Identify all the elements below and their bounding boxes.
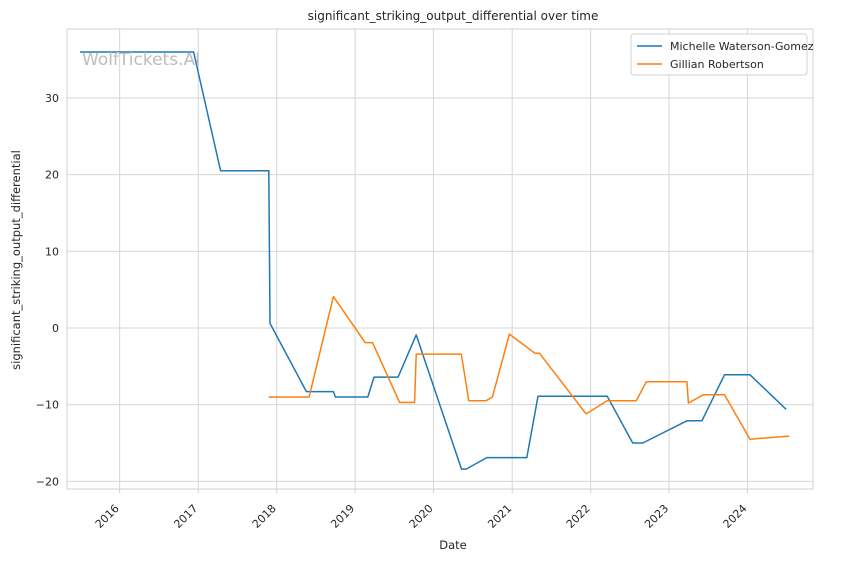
series-lines xyxy=(80,51,790,470)
x-tick-label: 2024 xyxy=(721,502,750,531)
x-axis-label: Date xyxy=(439,538,467,552)
legend-label-waterson: Michelle Waterson-Gomez xyxy=(670,40,814,53)
x-tick-label: 2019 xyxy=(328,502,357,531)
legend: Michelle Waterson-Gomez Gillian Robertso… xyxy=(630,33,814,76)
x-tick-label: 2022 xyxy=(564,502,593,531)
watermark: WolfTickets.AI xyxy=(82,50,200,70)
y-tick-label: 30 xyxy=(45,92,59,105)
legend-box xyxy=(630,33,808,76)
x-tick-label: 2017 xyxy=(171,502,200,531)
y-tick-label: 20 xyxy=(45,169,59,182)
legend-label-robertson: Gillian Robertson xyxy=(670,58,764,71)
x-tick-label: 2016 xyxy=(93,502,122,531)
x-axis-ticks: 2016 2017 2018 2019 2020 2021 2022 2023 2024 xyxy=(93,489,750,531)
y-tick-label: 0 xyxy=(52,322,59,335)
y-tick-label: 10 xyxy=(45,245,59,258)
series-line-waterson-gomez xyxy=(80,51,787,470)
plot-area xyxy=(66,28,814,490)
y-tick-label: −10 xyxy=(36,399,59,412)
chart-title: significant_striking_output_differential… xyxy=(308,9,599,23)
x-tick-label: 2023 xyxy=(642,502,671,531)
y-axis-label: significant_striking_output_differential xyxy=(9,150,23,370)
y-tick-label: −20 xyxy=(36,475,59,488)
y-axis-ticks: −20 −10 0 10 20 30 xyxy=(36,92,59,488)
x-tick-label: 2021 xyxy=(485,502,514,531)
series-line-robertson xyxy=(268,295,790,440)
x-tick-label: 2018 xyxy=(250,502,279,531)
grid xyxy=(67,29,813,489)
x-tick-label: 2020 xyxy=(407,502,436,531)
